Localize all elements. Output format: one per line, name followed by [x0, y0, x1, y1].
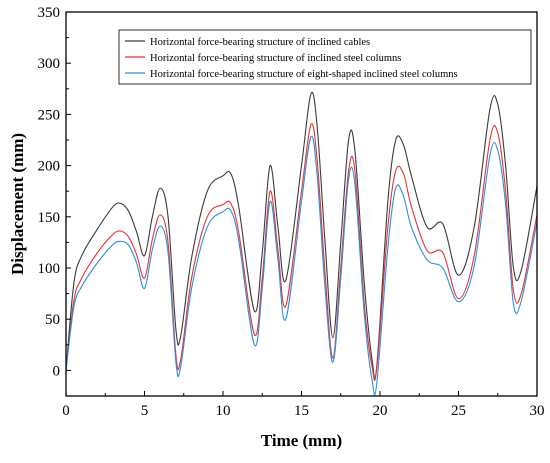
x-tick-label: 5: [141, 403, 149, 419]
y-tick-label: 350: [38, 5, 61, 21]
series-line-2: [66, 123, 537, 381]
y-tick-label: 200: [38, 159, 61, 175]
series-line-1: [66, 91, 537, 380]
y-tick-label: 300: [38, 56, 61, 72]
y-tick-label: 100: [38, 261, 61, 277]
x-tick-label: 15: [294, 403, 309, 419]
legend-label: Horizontal force-bearing structure of ei…: [150, 69, 458, 80]
legend-label: Horizontal force-bearing structure of in…: [150, 53, 401, 64]
x-tick-label: 0: [62, 403, 70, 419]
x-tick-label: 20: [373, 403, 388, 419]
y-tick-label: 0: [53, 363, 61, 379]
legend: Horizontal force-bearing structure of in…: [118, 29, 532, 85]
x-tick-label: 25: [451, 403, 466, 419]
y-tick-label: 250: [38, 107, 61, 123]
series-line-3: [66, 135, 537, 396]
y-tick-label: 50: [45, 312, 60, 328]
y-tick-label: 150: [38, 210, 61, 226]
y-axis-title: Displacement (mm): [8, 133, 27, 275]
legend-label: Horizontal force-bearing structure of in…: [150, 37, 370, 48]
series-layer: [66, 91, 537, 396]
x-axis-title: Time (mm): [261, 431, 342, 450]
legend-box: [118, 29, 532, 85]
x-tick-label: 10: [216, 403, 231, 419]
x-tick-label: 30: [530, 403, 545, 419]
